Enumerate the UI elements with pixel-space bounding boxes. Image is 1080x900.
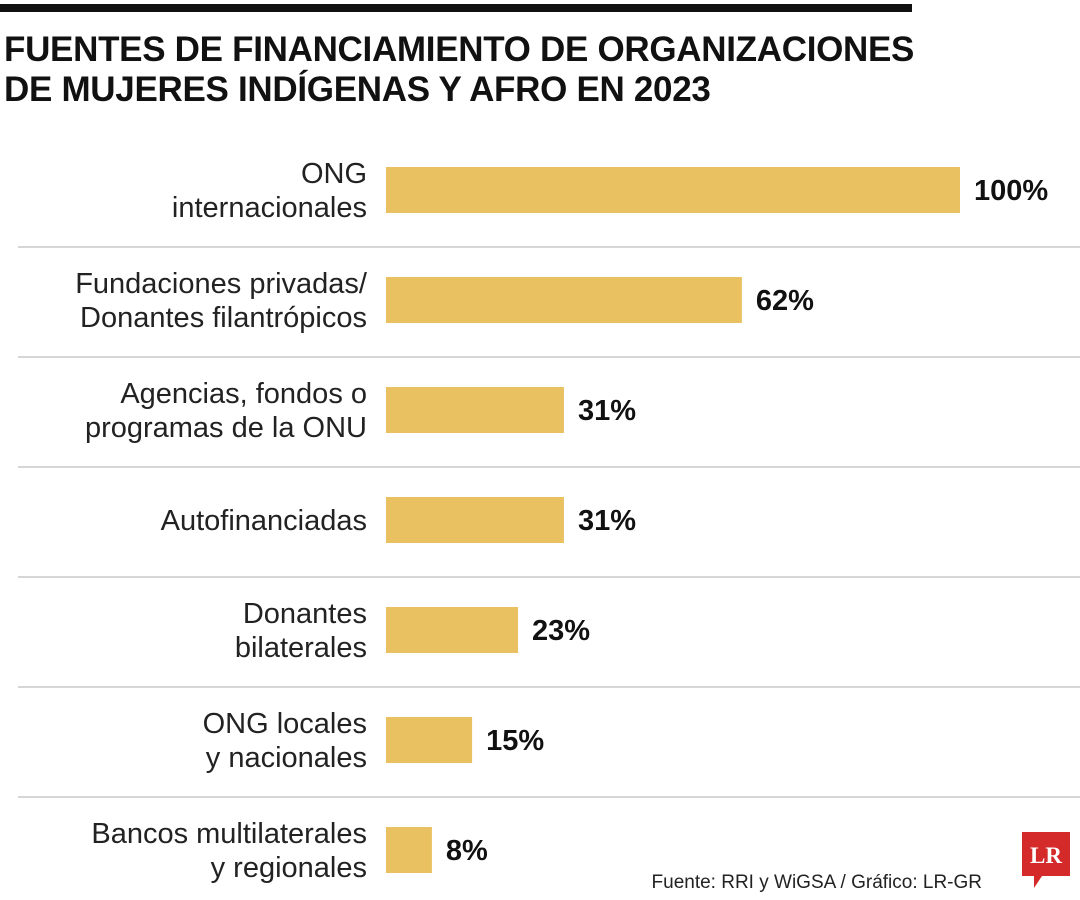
value-label-5: 23% xyxy=(532,615,590,647)
value-label-2: 62% xyxy=(756,285,814,317)
category-label-1-line-2: internacionales xyxy=(172,192,367,224)
category-label-5-line-1: Donantes xyxy=(243,598,367,630)
bar-2 xyxy=(386,277,742,323)
lr-logo-badge xyxy=(1022,832,1070,888)
bar-5 xyxy=(386,607,519,653)
chart-title-line-1: FUENTES DE FINANCIAMIENTO DE ORGANIZACIO… xyxy=(4,30,915,69)
lr-logo-text: LR xyxy=(1030,843,1062,868)
category-label-6-line-1: ONG locales xyxy=(203,708,367,740)
chart-title: FUENTES DE FINANCIAMIENTO DE ORGANIZACIO… xyxy=(4,30,1004,110)
category-label-5-line-2: bilaterales xyxy=(235,632,367,664)
bar-7 xyxy=(386,827,432,873)
value-label-4: 31% xyxy=(578,505,636,537)
bar-4 xyxy=(386,497,564,543)
category-label-2-line-1: Fundaciones privadas/ xyxy=(75,268,368,300)
category-label-3-line-1: Agencias, fondos o xyxy=(120,378,367,410)
bar-1 xyxy=(386,167,960,213)
value-label-7: 8% xyxy=(446,835,488,867)
bar-3 xyxy=(386,387,564,433)
category-label-4-line-1: Autofinanciadas xyxy=(161,505,367,537)
chart-title-line-2: DE MUJERES INDÍGENAS Y AFRO EN 2023 xyxy=(4,70,711,109)
value-label-6: 15% xyxy=(486,725,544,757)
top-rule xyxy=(0,4,912,12)
category-label-3-line-2: programas de la ONU xyxy=(85,412,367,444)
category-label-7-line-2: y regionales xyxy=(211,852,367,884)
bar-6 xyxy=(386,717,473,763)
category-label-6-line-2: y nacionales xyxy=(206,742,367,774)
category-label-2-line-2: Donantes filantrópicos xyxy=(80,302,367,334)
source-note: Fuente: RRI y WiGSA / Gráfico: LR-GR xyxy=(651,872,982,893)
value-label-1: 100% xyxy=(974,175,1048,207)
category-label-1-line-1: ONG xyxy=(301,158,367,190)
value-label-3: 31% xyxy=(578,395,636,427)
lr-logo: LR xyxy=(1022,832,1070,888)
category-label-7-line-1: Bancos multilaterales xyxy=(91,818,367,850)
